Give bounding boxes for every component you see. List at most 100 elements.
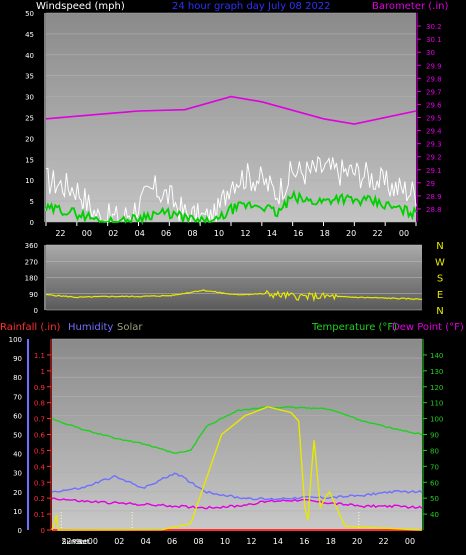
tick-label-windspeed: 35 bbox=[25, 73, 34, 81]
tick-label-barometer: 29.7 bbox=[426, 88, 442, 96]
series-solar bbox=[51, 406, 423, 531]
tick-label-hour: 22 bbox=[372, 229, 382, 238]
tick-label-windspeed: 50 bbox=[25, 10, 34, 18]
tick-label-barometer: 29.2 bbox=[426, 154, 442, 162]
label-humidity: Humidity bbox=[68, 322, 113, 333]
tick-label-humidity: 40 bbox=[13, 451, 22, 459]
tick-label-temperature: 130 bbox=[430, 368, 443, 376]
tick-label-hour: 02 bbox=[114, 537, 124, 546]
label-solar: Solar bbox=[117, 322, 143, 333]
tick-label-rainfall: 0.2 bbox=[34, 495, 45, 503]
tick-label-barometer: 30 bbox=[426, 49, 435, 57]
tick-label-hour: 16 bbox=[299, 537, 309, 546]
tick-label-humidity: 100 bbox=[9, 336, 22, 344]
panel-wind-axes: 0 5 10 15 20 25 30 35 40 45 50 28.8 28.9 29 29.1 29.2 29… bbox=[25, 10, 442, 238]
tick-label-hour: 02 bbox=[108, 229, 118, 238]
tick-label-hour: 12 bbox=[240, 229, 250, 238]
compass-label: W bbox=[435, 257, 445, 268]
tick-label-rainfall: 1 bbox=[41, 368, 45, 376]
tick-label-rainfall: 0.6 bbox=[34, 432, 46, 440]
tick-label-hour: 06 bbox=[167, 537, 177, 546]
tick-label-windspeed: 20 bbox=[25, 135, 34, 143]
panel-direction-grid bbox=[46, 244, 422, 311]
tick-label-humidity: 10 bbox=[13, 508, 22, 516]
tick-label-temperature: 40 bbox=[430, 511, 439, 519]
tick-label-temperature: 50 bbox=[430, 495, 439, 503]
panel-climate-axes: 010203040506070809010000.10.20.30.40.50.… bbox=[9, 336, 444, 546]
tick-label-rainfall: 0.7 bbox=[34, 416, 45, 424]
tick-label-windspeed: 15 bbox=[25, 156, 34, 164]
tick-label-direction: 360 bbox=[25, 242, 38, 250]
tick-label-rainfall: 0.3 bbox=[34, 479, 45, 487]
tick-label-windspeed: 5 bbox=[30, 198, 34, 206]
tick-label-windspeed: 40 bbox=[25, 52, 34, 60]
tick-label-humidity: 0 bbox=[18, 527, 22, 535]
series-dewpoint bbox=[51, 497, 423, 510]
tick-label-rainfall: 0 bbox=[41, 527, 45, 535]
tick-label-hour: 04 bbox=[141, 537, 151, 546]
tick-label-humidity: 70 bbox=[13, 393, 22, 401]
panel-direction-series bbox=[45, 289, 423, 303]
tick-label-hour: 00 bbox=[88, 537, 98, 546]
tick-label-hour: 14 bbox=[267, 229, 277, 238]
series-wind-direction bbox=[45, 289, 423, 303]
tick-label-hour: 20 bbox=[346, 229, 356, 238]
compass-label: S bbox=[437, 274, 443, 285]
tick-label-temperature: 100 bbox=[430, 416, 443, 424]
label-rainfall: Rainfall (.in) bbox=[0, 322, 61, 333]
tick-label-humidity: 30 bbox=[13, 470, 22, 478]
tick-label-windspeed: 30 bbox=[25, 94, 34, 102]
tick-label-direction: 270 bbox=[25, 258, 38, 266]
tick-label-direction: 0 bbox=[34, 307, 38, 315]
tick-label-hour: 08 bbox=[187, 229, 197, 238]
tick-label-temperature: 120 bbox=[430, 384, 443, 392]
compass-label: N bbox=[436, 241, 443, 252]
tick-label-hour: 20 bbox=[352, 537, 362, 546]
sun-label: SunSet bbox=[62, 538, 87, 546]
tick-label-rainfall: 1.1 bbox=[34, 352, 45, 360]
series-barometer bbox=[45, 95, 417, 125]
panel-wind-grid bbox=[46, 12, 416, 223]
tick-label-barometer: 30.2 bbox=[426, 23, 442, 31]
tick-label-temperature: 140 bbox=[430, 352, 443, 360]
tick-label-hour: 10 bbox=[220, 537, 230, 546]
compass-label: N bbox=[436, 306, 443, 317]
tick-label-hour: 22 bbox=[61, 537, 71, 546]
tick-label-hour: 22 bbox=[55, 229, 65, 238]
series-temperature bbox=[51, 406, 423, 454]
tick-label-hour: 16 bbox=[293, 229, 303, 238]
label-temperature: Temperature (°F) bbox=[311, 322, 397, 333]
tick-label-humidity: 80 bbox=[13, 374, 22, 382]
tick-label-barometer: 29.8 bbox=[426, 75, 442, 83]
tick-label-barometer: 28.8 bbox=[426, 206, 442, 214]
series-humidity bbox=[51, 472, 423, 501]
tick-label-rainfall: 0.9 bbox=[34, 384, 45, 392]
tick-label-barometer: 29.1 bbox=[426, 167, 442, 175]
tick-label-humidity: 90 bbox=[13, 355, 22, 363]
tick-label-temperature: 70 bbox=[430, 463, 439, 471]
tick-label-hour: 12 bbox=[246, 537, 256, 546]
tick-label-barometer: 29 bbox=[426, 180, 435, 188]
tick-label-windspeed: 0 bbox=[30, 219, 34, 227]
tick-label-hour: 06 bbox=[161, 229, 171, 238]
tick-label-windspeed: 45 bbox=[25, 31, 34, 39]
tick-label-humidity: 50 bbox=[13, 432, 22, 440]
sun-label: Set bbox=[78, 538, 90, 546]
tick-label-hour: 00 bbox=[399, 229, 409, 238]
series-wind-gust bbox=[45, 155, 417, 223]
tick-label-barometer: 29.4 bbox=[426, 128, 442, 136]
tick-label-humidity: 60 bbox=[13, 412, 22, 420]
tick-label-barometer: 30.1 bbox=[426, 36, 442, 44]
tick-label-hour: 18 bbox=[326, 537, 336, 546]
tick-label-rainfall: 0.8 bbox=[34, 400, 45, 408]
tick-label-rainfall: 0.5 bbox=[34, 447, 45, 455]
tick-label-temperature: 80 bbox=[430, 447, 439, 455]
tick-label-barometer: 29.9 bbox=[426, 62, 442, 70]
tick-label-humidity: 20 bbox=[13, 489, 22, 497]
label-dewpoint: Dew Point (°F) bbox=[392, 322, 464, 333]
tick-label-rainfall: 0.1 bbox=[34, 511, 45, 519]
tick-label-hour: 04 bbox=[135, 229, 145, 238]
tick-label-direction: 180 bbox=[25, 275, 38, 283]
compass-label: E bbox=[437, 290, 443, 301]
